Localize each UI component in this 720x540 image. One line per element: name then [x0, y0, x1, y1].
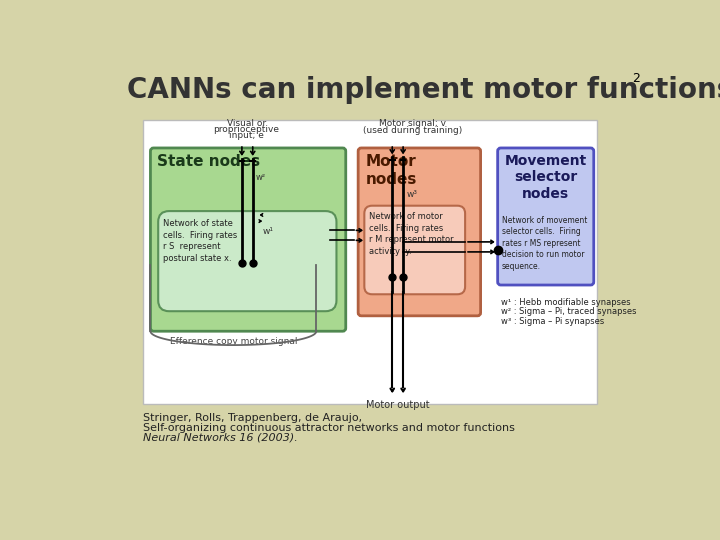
- Text: proprioceptive: proprioceptive: [214, 125, 279, 134]
- Text: w² : Sigma – Pi, traced synapses: w² : Sigma – Pi, traced synapses: [500, 307, 636, 316]
- Text: w²: w²: [256, 173, 266, 181]
- Text: input; e: input; e: [229, 131, 264, 140]
- Text: CANNs can implement motor functions: CANNs can implement motor functions: [127, 76, 720, 104]
- Text: Neural Networks 16 (2003).: Neural Networks 16 (2003).: [143, 433, 297, 443]
- Text: Self-organizing continuous attractor networks and motor functions: Self-organizing continuous attractor net…: [143, 423, 515, 433]
- Text: Motor output: Motor output: [366, 400, 430, 410]
- Text: w³ : Sigma – Pi synapses: w³ : Sigma – Pi synapses: [500, 316, 604, 326]
- FancyBboxPatch shape: [364, 206, 465, 294]
- FancyBboxPatch shape: [158, 211, 336, 311]
- Text: w¹: w¹: [263, 226, 274, 235]
- Text: Movement
selector
nodes: Movement selector nodes: [505, 154, 587, 200]
- Text: w¹ : Hebb modifiable synapses: w¹ : Hebb modifiable synapses: [500, 298, 631, 307]
- Text: (used during training): (used during training): [363, 126, 462, 134]
- FancyBboxPatch shape: [143, 120, 597, 403]
- Text: Stringer, Rolls, Trappenberg, de Araujo,: Stringer, Rolls, Trappenberg, de Araujo,: [143, 413, 362, 423]
- Text: State nodes: State nodes: [157, 154, 260, 169]
- FancyBboxPatch shape: [498, 148, 594, 285]
- Text: Efference copy motor signal: Efference copy motor signal: [170, 338, 297, 346]
- Text: 2: 2: [632, 72, 640, 85]
- Text: Motor
nodes: Motor nodes: [366, 154, 418, 186]
- FancyBboxPatch shape: [150, 148, 346, 331]
- Text: Network of state
cells.  Firing rates
r S  represent
postural state x.: Network of state cells. Firing rates r S…: [163, 219, 237, 263]
- FancyBboxPatch shape: [358, 148, 481, 316]
- Text: w³: w³: [406, 190, 417, 199]
- Text: Motor signal; v: Motor signal; v: [379, 119, 446, 127]
- Text: Network of movement
selector cells.  Firing
rates r MS represent
decision to run: Network of movement selector cells. Firi…: [502, 215, 587, 271]
- Text: Visual or: Visual or: [227, 119, 266, 127]
- Text: Network of motor
cells.  Firing rates
r M represent motor
activity  y.: Network of motor cells. Firing rates r M…: [369, 212, 454, 256]
